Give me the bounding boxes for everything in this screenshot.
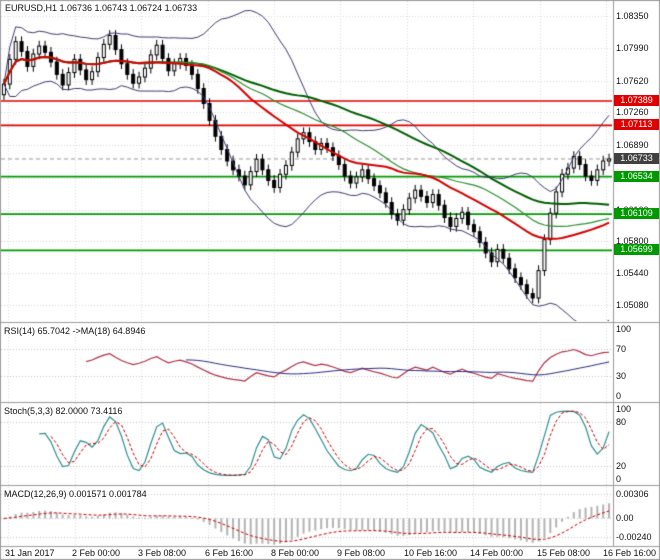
stoch-scale-label: 100 (616, 404, 632, 414)
price-axis-label: 1.07620 (616, 76, 649, 86)
time-axis-label: 16 Feb 16:00 (603, 548, 657, 558)
macd-scale-label: 0.00 (616, 513, 634, 523)
time-axis-label: 31 Jan 2017 (5, 548, 55, 558)
rsi-scale-label: 0 (616, 391, 622, 401)
time-axis-label: 10 Feb 16:00 (404, 548, 458, 558)
price-axis-label: 1.07260 (616, 107, 649, 117)
support-level-price-tag[interactable]: 1.06109 (614, 208, 659, 219)
time-axis-label: 2 Feb 00:00 (72, 548, 121, 558)
rsi-scale-label: 70 (616, 344, 627, 354)
time-axis-label: 3 Feb 08:00 (138, 548, 187, 558)
price-axis-label: 1.05080 (616, 300, 649, 310)
stoch-scale-label: 80 (616, 417, 627, 427)
resistance-level-price-tag[interactable]: 1.07113 (614, 119, 659, 130)
time-axis-label: 15 Feb 08:00 (537, 548, 591, 558)
price-axis-label: 1.05800 (616, 236, 649, 246)
rsi-scale-label: 30 (616, 371, 627, 381)
current-price-tag: 1.06733 (614, 153, 659, 164)
price-axis-label: 1.08350 (616, 11, 649, 21)
stoch-scale-label: 0 (616, 474, 622, 484)
support-level-price-tag[interactable]: 1.06534 (614, 171, 659, 182)
time-axis-label: 6 Feb 16:00 (205, 548, 254, 558)
price-axis-label: 1.06890 (616, 140, 649, 150)
stoch-scale-label: 20 (616, 461, 627, 471)
macd-scale-label: 0.00306 (616, 489, 649, 499)
time-axis-label: 8 Feb 00:00 (271, 548, 320, 558)
time-axis-label: 9 Feb 08:00 (337, 548, 386, 558)
macd-scale-label: -0.00240 (616, 532, 652, 542)
time-axis-label: 14 Feb 00:00 (470, 548, 524, 558)
support-level-price-tag[interactable]: 1.05699 (614, 244, 659, 255)
resistance-level-price-tag[interactable]: 1.07389 (614, 95, 659, 106)
rsi-scale-label: 100 (616, 324, 632, 334)
price-axis-label: 1.05440 (616, 268, 649, 278)
price-axis-label: 1.07990 (616, 43, 649, 53)
